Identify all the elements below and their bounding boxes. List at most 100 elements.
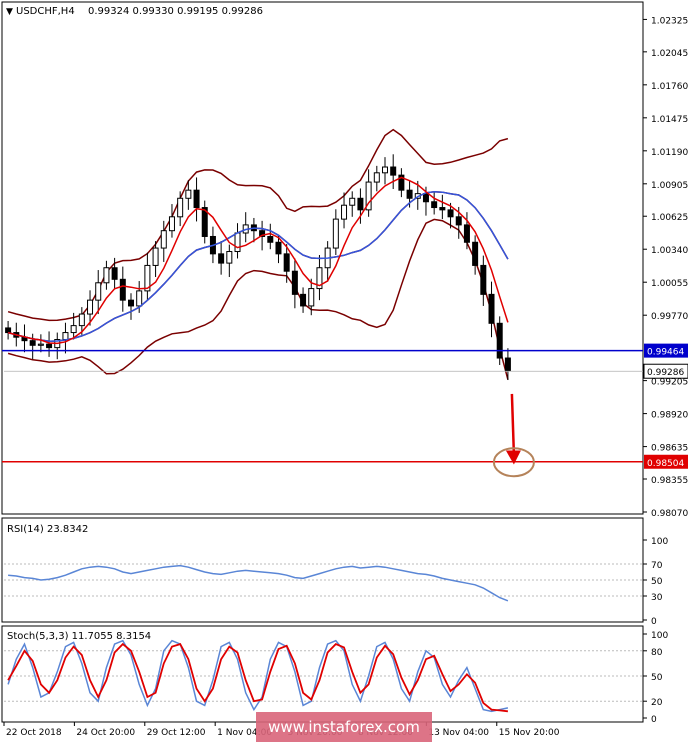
stoch-title: Stoch(5,3,3) 11.7055 8.3154 <box>7 631 151 642</box>
stoch-axis-label: 0 <box>651 715 657 725</box>
candle-body <box>390 166 397 176</box>
time-axis-label: 24 Oct 20:00 <box>76 728 135 738</box>
candle-body <box>488 293 495 324</box>
candlestick-series <box>5 154 511 381</box>
candle-body <box>422 193 429 203</box>
candle-body <box>332 218 339 249</box>
candle-body <box>291 270 298 295</box>
candle-body <box>365 181 372 211</box>
candle-body <box>168 216 175 232</box>
candle-body <box>193 189 200 209</box>
candle-body <box>62 332 69 341</box>
stoch-axis-label: 100 <box>651 631 668 641</box>
candle-body <box>46 343 53 349</box>
watermark-background <box>256 712 432 742</box>
rsi-axis-label: 70 <box>651 561 663 571</box>
candle-body <box>78 313 85 327</box>
rsi-axis-label: 30 <box>651 593 663 603</box>
stoch-main-line <box>7 639 509 713</box>
rsi-panel[interactable] <box>1 517 644 623</box>
price-tick-label: 1.02325 <box>651 16 688 26</box>
candle-body <box>201 207 208 237</box>
slow-moving-average-line <box>7 191 509 342</box>
candle-body <box>136 290 143 307</box>
rsi-axis-label: 50 <box>651 577 663 587</box>
time-axis-label: 22 Oct 2018 <box>6 728 62 738</box>
support-price-label: 0.99464 <box>647 348 684 358</box>
rsi-indicator: 100 70 50 30 0 <box>4 537 668 627</box>
candle-body <box>111 267 118 280</box>
candle-body <box>275 241 282 255</box>
candle-body <box>472 241 479 266</box>
rsi-title: RSI(14) 23.8342 <box>7 524 88 535</box>
candle-body <box>480 264 487 295</box>
bollinger-lower-band <box>7 218 509 380</box>
forecast-arrow-shaft <box>510 393 516 455</box>
candle-body <box>103 267 110 284</box>
candle-body <box>504 357 511 372</box>
candle-body <box>496 322 503 359</box>
stoch-signal-line <box>7 642 508 713</box>
candle-body <box>144 264 151 292</box>
horizontal-levels: 0.99464 0.98504 0.99286 <box>2 343 688 478</box>
target-circle-marker <box>492 447 535 478</box>
candle-body <box>29 340 36 346</box>
candle-body <box>160 230 167 249</box>
support-price-tag <box>644 343 688 358</box>
candle-body <box>70 325 77 334</box>
target-price-tag <box>644 454 688 469</box>
candle-body <box>226 251 233 264</box>
candle-body <box>349 197 356 206</box>
candle-body <box>152 247 159 266</box>
time-axis-label: 29 Oct 12:00 <box>147 728 206 738</box>
candle-body <box>37 343 44 346</box>
time-axis-label: 13 Nov 04:00 <box>428 728 489 738</box>
collapse-triangle-icon[interactable]: ▼ <box>6 7 13 17</box>
price-tick-label: 1.01760 <box>651 82 688 92</box>
price-tick-label: 1.02045 <box>651 49 688 59</box>
candle-body <box>95 282 102 301</box>
candle-body <box>431 201 438 209</box>
current-price-label: 0.99286 <box>647 368 684 378</box>
candle-body <box>341 204 348 220</box>
target-price-label: 0.98504 <box>647 459 684 469</box>
candle-body <box>259 230 266 237</box>
current-price-tag <box>643 363 688 379</box>
candle-body <box>463 224 470 243</box>
candle-body <box>373 172 380 183</box>
price-tick-label: 0.98920 <box>651 411 688 421</box>
chart-ohlc-label: 0.99324 0.99330 0.99195 0.99286 <box>88 6 263 17</box>
candle-body <box>447 209 454 218</box>
price-tick-label: 0.98355 <box>651 476 688 486</box>
price-tick-label: 0.98070 <box>651 509 688 519</box>
candle-body <box>177 197 184 218</box>
price-tick-label: 0.99205 <box>651 378 688 388</box>
price-tick-label: 0.98635 <box>651 444 688 454</box>
candle-body <box>119 278 126 301</box>
candle-body <box>308 288 315 307</box>
price-tick-label: 1.01475 <box>651 115 688 125</box>
time-axis-label: 15 Nov 20:00 <box>499 728 560 738</box>
chart-symbol-label: USDCHF,H4 <box>16 6 75 17</box>
candle-body <box>316 267 323 290</box>
price-tick-label: 1.00905 <box>651 181 688 191</box>
candle-body <box>357 197 364 211</box>
candle-body <box>234 232 241 253</box>
watermark-text: www.instaforex.com <box>268 718 420 736</box>
time-axis-label: 1 Nov 04:00 <box>217 728 272 738</box>
price-tick-label: 1.00340 <box>651 246 688 256</box>
candle-body <box>87 299 94 315</box>
candle-body <box>283 253 290 272</box>
candle-body <box>382 166 388 174</box>
rsi-axis-label: 0 <box>651 617 657 627</box>
candle-body <box>5 327 12 334</box>
candle-body <box>218 253 225 264</box>
price-tick-label: 0.99770 <box>651 312 688 322</box>
stoch-axis-label: 80 <box>651 648 663 658</box>
price-tick-label: 1.00055 <box>651 279 688 289</box>
candle-body <box>128 299 134 307</box>
forecast-arrow-head-icon <box>505 450 521 465</box>
price-tick-label: 1.00625 <box>651 213 688 223</box>
